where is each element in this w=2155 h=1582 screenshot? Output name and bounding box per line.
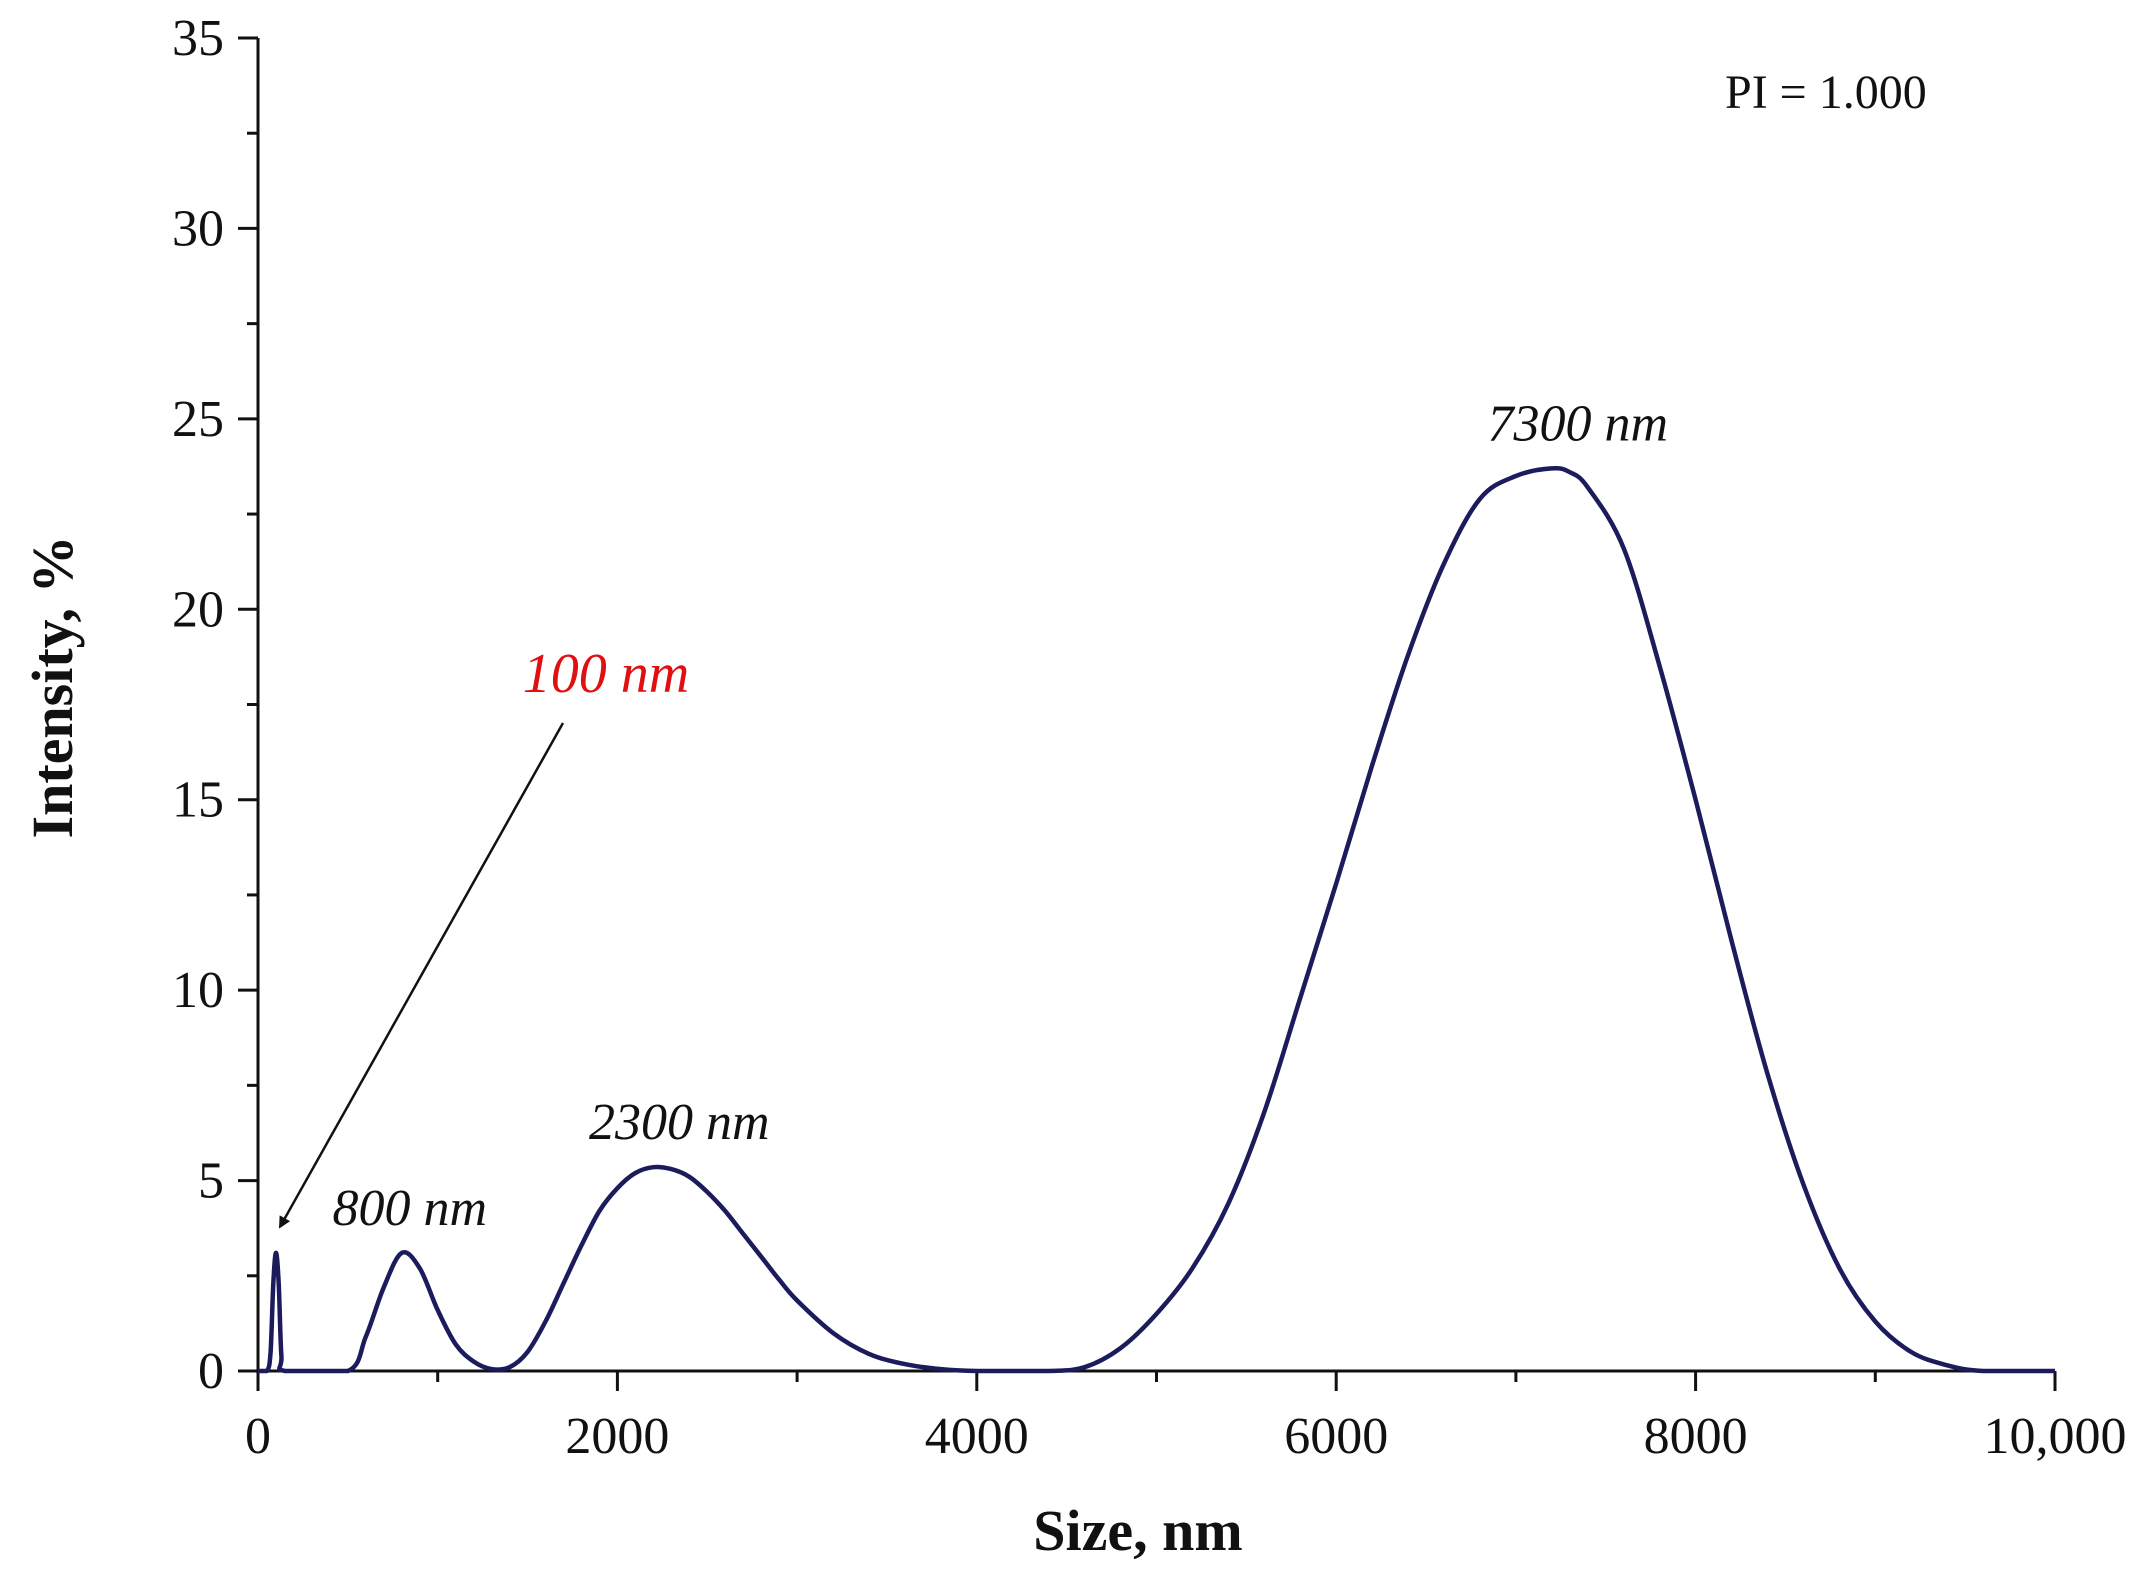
- peak-label: 800 nm: [332, 1180, 487, 1237]
- y-tick-label: 20: [172, 581, 224, 638]
- peak-label: 7300 nm: [1488, 395, 1669, 452]
- y-tick-label: 35: [172, 10, 224, 67]
- y-tick-label: 10: [172, 962, 224, 1019]
- y-tick-label: 0: [198, 1343, 224, 1400]
- x-tick-label: 6000: [1284, 1408, 1388, 1465]
- annotations: 100 nm 800 nm 2300 nm 7300 nm: [278, 395, 1669, 1237]
- x-tick-label: 4000: [925, 1408, 1029, 1465]
- y-tick-label: 5: [198, 1153, 224, 1210]
- series-line-intensity: [257, 465, 2055, 1374]
- series-lines: [257, 465, 2055, 1374]
- y-tick-label: 15: [172, 772, 224, 829]
- x-axis-title: Size, nm: [1033, 1498, 1242, 1563]
- axis-ticks: 0 5 10 15 20 25 30 35 0 2000 4000 6000 8000 10,000: [172, 10, 2127, 1465]
- y-tick-label: 30: [172, 200, 224, 257]
- peak-label-100nm: 100 nm: [523, 643, 689, 705]
- x-tick-label: 8000: [1644, 1408, 1748, 1465]
- annotation-arrow: [278, 722, 565, 1229]
- x-tick-label: 2000: [565, 1408, 669, 1465]
- x-tick-label: 10,000: [1984, 1408, 2127, 1465]
- peak-label: 2300 nm: [589, 1094, 770, 1151]
- polydispersity-index-label: PI = 1.000: [1725, 66, 1927, 119]
- y-axis-title: Intensity, %: [20, 536, 85, 839]
- y-tick-label: 25: [172, 391, 224, 448]
- x-tick-label: 0: [245, 1408, 271, 1465]
